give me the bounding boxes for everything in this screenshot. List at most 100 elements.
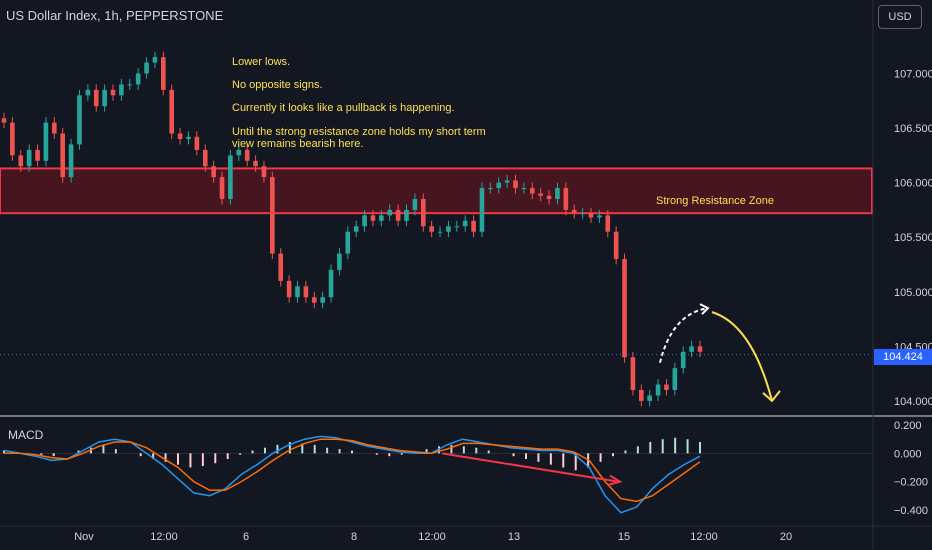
note-line-1: Lower lows. bbox=[232, 56, 291, 68]
macd-tick-label: 0.000 bbox=[894, 448, 922, 460]
candle-body bbox=[320, 297, 325, 303]
annotation-overlay bbox=[441, 303, 781, 486]
candle-body bbox=[563, 188, 569, 210]
projection-down-path bbox=[711, 311, 773, 402]
candle-body bbox=[85, 89, 91, 96]
candle-body bbox=[521, 188, 527, 190]
candle-body bbox=[135, 73, 141, 85]
price-tick-label: 106.500 bbox=[894, 123, 932, 135]
candle-body bbox=[202, 149, 208, 167]
time-tick-label: 12:00 bbox=[150, 531, 178, 543]
price-pane bbox=[0, 51, 873, 407]
macd-line bbox=[3, 435, 701, 514]
candle-body bbox=[337, 253, 342, 270]
candle-body bbox=[35, 149, 40, 161]
candle-body bbox=[1, 118, 7, 123]
note-line-4: Until the strong resistance zone holds m… bbox=[232, 126, 486, 150]
price-tick-label: 105.000 bbox=[894, 287, 932, 299]
candle-body bbox=[462, 220, 468, 227]
candle-body bbox=[26, 149, 32, 167]
candle-body bbox=[253, 160, 258, 167]
candle-body bbox=[529, 188, 535, 194]
price-tick-label: 106.000 bbox=[894, 178, 932, 190]
candle-body bbox=[328, 269, 334, 298]
candle-body bbox=[93, 89, 99, 107]
candle-body bbox=[429, 226, 434, 232]
macd-tick-label: 0.200 bbox=[894, 420, 922, 432]
symbol-title: US Dollar Index, 1h, PEPPERSTONE bbox=[6, 8, 224, 23]
candle-body bbox=[152, 57, 158, 63]
candle-body bbox=[412, 198, 418, 210]
candle-body bbox=[119, 84, 124, 96]
candle-body bbox=[270, 177, 275, 254]
divergence-arrowhead bbox=[608, 474, 623, 486]
candle-body bbox=[697, 346, 703, 352]
candle-body bbox=[68, 144, 74, 178]
time-tick-label: 20 bbox=[780, 531, 792, 543]
time-tick-label: 6 bbox=[243, 531, 249, 543]
note-line-2: No opposite signs. bbox=[232, 79, 323, 91]
candle-body bbox=[345, 231, 351, 254]
candle-body bbox=[479, 188, 485, 232]
candle-body bbox=[244, 149, 250, 161]
resistance-zone-label: Strong Resistance Zone bbox=[656, 195, 775, 207]
candle-body bbox=[362, 215, 367, 227]
candle-body bbox=[513, 180, 518, 189]
candle-body bbox=[110, 89, 116, 96]
candle-body bbox=[395, 209, 401, 221]
macd-tick-label: −0.200 bbox=[894, 477, 928, 489]
candle-body bbox=[555, 188, 560, 199]
currency-button[interactable]: USD bbox=[878, 5, 922, 29]
price-tick-label: 104.000 bbox=[894, 396, 932, 408]
candle-body bbox=[211, 166, 216, 178]
candle-body bbox=[655, 384, 661, 396]
candle-body bbox=[261, 166, 267, 178]
candle-body bbox=[488, 188, 493, 190]
candle-body bbox=[605, 215, 611, 232]
candle-body bbox=[295, 286, 300, 298]
candle-body bbox=[127, 84, 133, 86]
candle-body bbox=[597, 215, 602, 218]
candle-body bbox=[278, 253, 284, 281]
macd-label: MACD bbox=[8, 428, 44, 442]
time-tick-label: Nov bbox=[74, 531, 94, 543]
price-tick-label: 105.500 bbox=[894, 232, 932, 244]
candle-body bbox=[228, 155, 233, 199]
macd-pane bbox=[0, 435, 872, 514]
candle-body bbox=[161, 57, 166, 90]
candle-body bbox=[303, 286, 309, 298]
candle-body bbox=[18, 155, 24, 167]
candle-body bbox=[504, 180, 510, 183]
projection-down-arrowhead bbox=[762, 390, 781, 403]
candle-body bbox=[236, 149, 242, 156]
candle-body bbox=[446, 226, 451, 232]
candle-body bbox=[689, 346, 694, 352]
projection-up-path bbox=[659, 307, 709, 363]
candle-body bbox=[102, 89, 107, 107]
signal-line bbox=[4, 438, 701, 503]
time-tick-label: 8 bbox=[351, 531, 357, 543]
candle-body bbox=[387, 209, 393, 216]
price-tick-label: 107.000 bbox=[894, 68, 932, 80]
candle-body bbox=[379, 215, 384, 221]
candle-body bbox=[353, 226, 359, 232]
candle-body bbox=[437, 231, 443, 233]
macd-tick-label: −0.400 bbox=[894, 505, 928, 517]
candle-body bbox=[471, 220, 476, 232]
candle-body bbox=[77, 95, 82, 145]
candle-body bbox=[630, 357, 636, 390]
time-tick-label: 12:00 bbox=[690, 531, 718, 543]
candle-body bbox=[672, 368, 678, 390]
candle-body bbox=[588, 213, 594, 218]
candle-body bbox=[177, 133, 183, 139]
candle-body bbox=[454, 226, 460, 228]
candle-body bbox=[546, 195, 552, 199]
candle-body bbox=[680, 351, 686, 369]
candle-body bbox=[580, 213, 585, 215]
projection-up-arrowhead bbox=[699, 303, 710, 315]
candle-body bbox=[286, 280, 292, 298]
candle-body bbox=[219, 177, 225, 199]
candle-body bbox=[186, 136, 191, 139]
time-tick-label: 15 bbox=[618, 531, 630, 543]
